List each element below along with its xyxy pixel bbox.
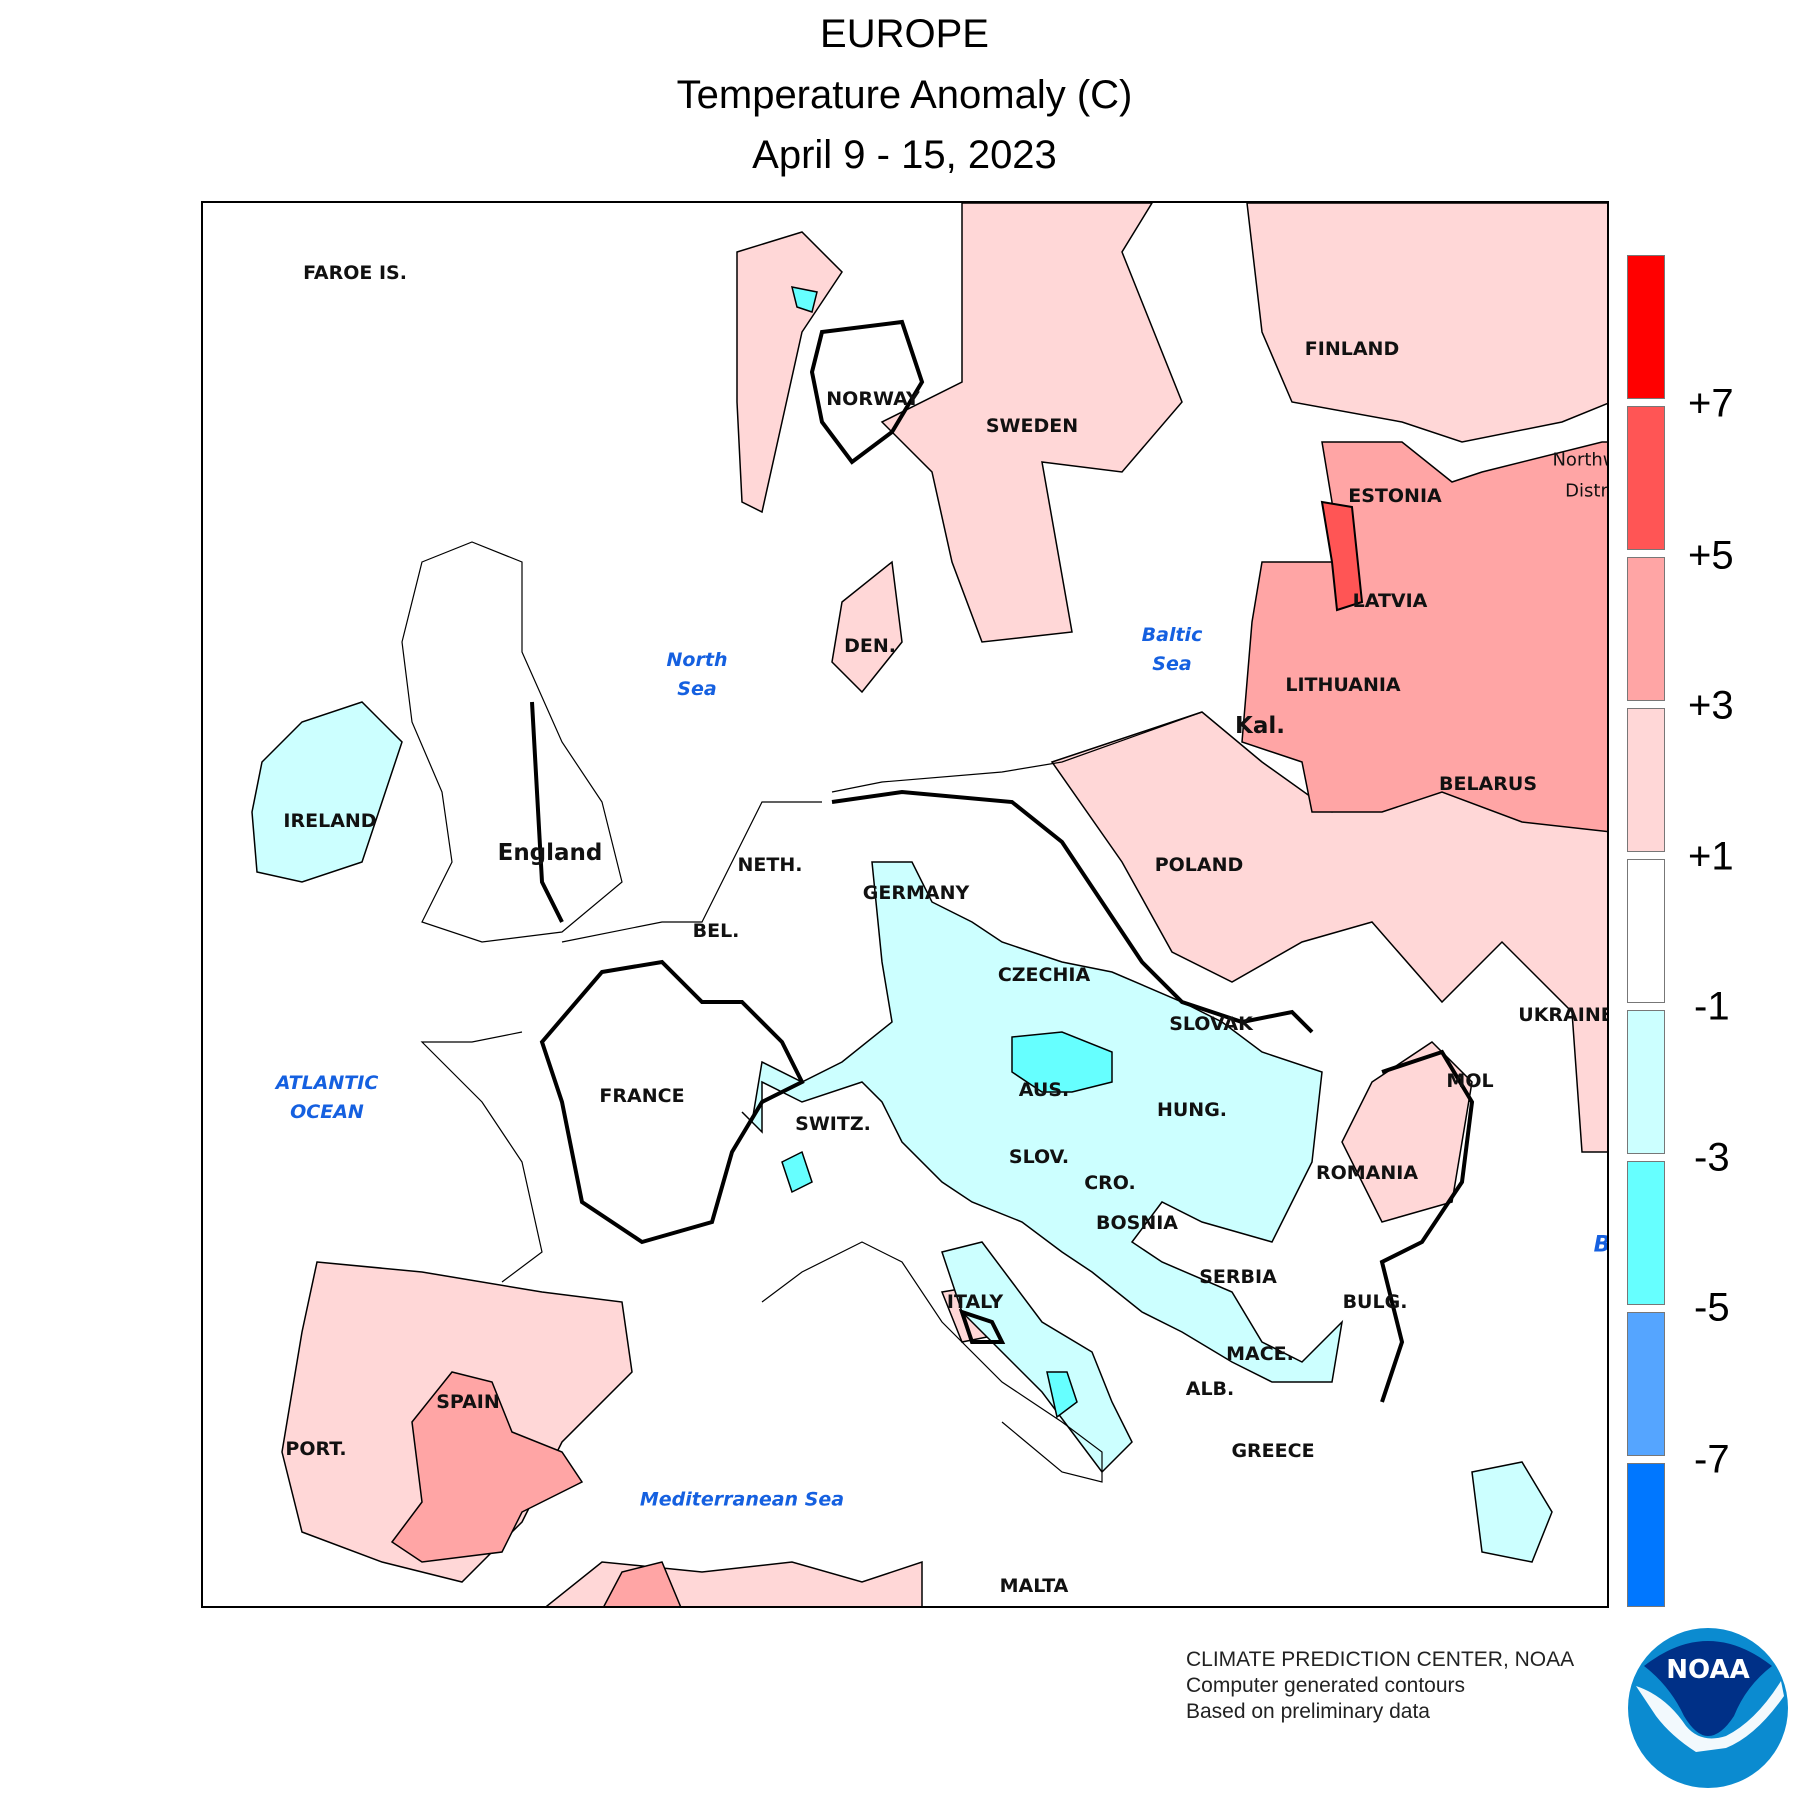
coastlines: [401, 541, 1203, 1483]
noaa-logo-text: NOAA: [1666, 1655, 1749, 1685]
label-switzerland: SWITZ.: [795, 1113, 871, 1135]
legend-swatch: [1627, 1010, 1665, 1154]
legend-label: -3: [1694, 1135, 1730, 1180]
legend-swatch: [1627, 406, 1665, 550]
label-lithuania: LITHUANIA: [1285, 674, 1401, 696]
legend-label: +1: [1688, 834, 1734, 879]
label-poland: POLAND: [1154, 854, 1244, 876]
label-belgium: BEL.: [692, 920, 740, 942]
legend-swatch: [1627, 1312, 1665, 1456]
label-hungary: HUNG.: [1156, 1099, 1228, 1121]
label-district: Distri: [1565, 480, 1609, 502]
label-norway: NORWAY: [826, 388, 920, 410]
legend-label: -7: [1694, 1437, 1730, 1482]
label-slovenia: SLOV.: [1008, 1146, 1070, 1168]
footer-note-data: Based on preliminary data: [1186, 1700, 1430, 1723]
label-bosnia: BOSNIA: [1096, 1212, 1178, 1234]
legend-swatch: [1627, 708, 1665, 852]
legend-label: +5: [1688, 533, 1734, 578]
anomaly-warm-5-7: [1320, 500, 1364, 612]
north-sea-line2: Sea: [677, 678, 717, 700]
label-france: FRANCE: [599, 1085, 685, 1107]
anomaly-cool-3-5: [781, 286, 1113, 1419]
legend-swatch: [1627, 859, 1665, 1003]
label-latvia: LATVIA: [1352, 590, 1428, 612]
legend-label: -1: [1694, 984, 1730, 1029]
map-subtitle: Temperature Anomaly (C): [676, 73, 1133, 117]
label-mediterranean-sea: Mediterranean Sea: [639, 1488, 845, 1511]
legend-swatch: [1627, 255, 1665, 399]
label-kaliningrad: Kal.: [1235, 713, 1285, 739]
label-italy: ITALY: [946, 1291, 1004, 1313]
label-austria: AUS.: [1018, 1079, 1070, 1101]
label-greece: GREECE: [1231, 1440, 1315, 1462]
label-sweden: SWEDEN: [985, 415, 1079, 437]
legend-swatch: [1627, 1463, 1665, 1607]
baltic-sea-line1: Baltic: [1141, 624, 1203, 646]
label-ireland: IRELAND: [283, 810, 377, 832]
anomaly-cool-1-3: [251, 701, 1553, 1563]
anomaly-map: FAROE IS. NORWAY SWEDEN FINLAND ESTONIA …: [201, 201, 1609, 1608]
label-netherlands: NETH.: [737, 854, 803, 876]
legend-swatch: [1627, 1161, 1665, 1305]
label-czechia: CZECHIA: [997, 964, 1091, 986]
label-spain: SPAIN: [436, 1391, 500, 1413]
label-malta: MALTA: [999, 1575, 1069, 1597]
label-croatia: CRO.: [1084, 1172, 1136, 1194]
footer-credit: CLIMATE PREDICTION CENTER, NOAA: [1186, 1648, 1575, 1671]
legend-label: +3: [1688, 683, 1734, 728]
anomaly-field: [251, 203, 1607, 1606]
label-baltic-sea: Baltic Sea: [1142, 621, 1203, 679]
label-portugal: PORT.: [285, 1438, 347, 1460]
label-bulgaria: BULG.: [1342, 1291, 1408, 1313]
baltic-sea-line2: Sea: [1152, 653, 1192, 675]
legend-label: -5: [1694, 1285, 1730, 1330]
label-north-sea: North Sea: [667, 646, 728, 704]
label-ukraine: UKRAINE: [1518, 1004, 1609, 1026]
label-finland: FINLAND: [1304, 338, 1400, 360]
label-estonia: ESTONIA: [1348, 485, 1442, 507]
map-date-range: April 9 - 15, 2023: [752, 133, 1057, 177]
label-moldova: MOL: [1446, 1070, 1494, 1092]
label-atlantic-ocean: ATLANTIC OCEAN: [276, 1069, 379, 1127]
legend-swatch: [1627, 557, 1665, 701]
footer-note-contours: Computer generated contours: [1186, 1674, 1465, 1697]
north-sea-line1: North: [666, 649, 728, 671]
atlantic-line2: OCEAN: [290, 1101, 364, 1123]
label-romania: ROMANIA: [1315, 1162, 1419, 1184]
atlantic-line1: ATLANTIC: [275, 1072, 379, 1094]
legend-label: +7: [1688, 381, 1734, 426]
map-title: EUROPE: [820, 12, 989, 56]
label-northwest: Northw: [1552, 449, 1607, 471]
label-macedonia: MACE.: [1226, 1343, 1294, 1365]
label-albania: ALB.: [1185, 1378, 1235, 1400]
zero-contours: [530, 319, 1475, 1403]
label-denmark: DEN.: [844, 635, 896, 657]
noaa-logo: NOAA: [1628, 1628, 1788, 1788]
label-belarus: BELARUS: [1438, 773, 1538, 795]
label-serbia: SERBIA: [1199, 1266, 1277, 1288]
label-germany: GERMANY: [862, 882, 970, 904]
label-faroe: FAROE IS.: [303, 262, 407, 284]
label-england: England: [497, 840, 603, 866]
label-slovakia: SLOVAK: [1169, 1013, 1253, 1035]
label-black-sea-partial: B: [1593, 1232, 1609, 1258]
